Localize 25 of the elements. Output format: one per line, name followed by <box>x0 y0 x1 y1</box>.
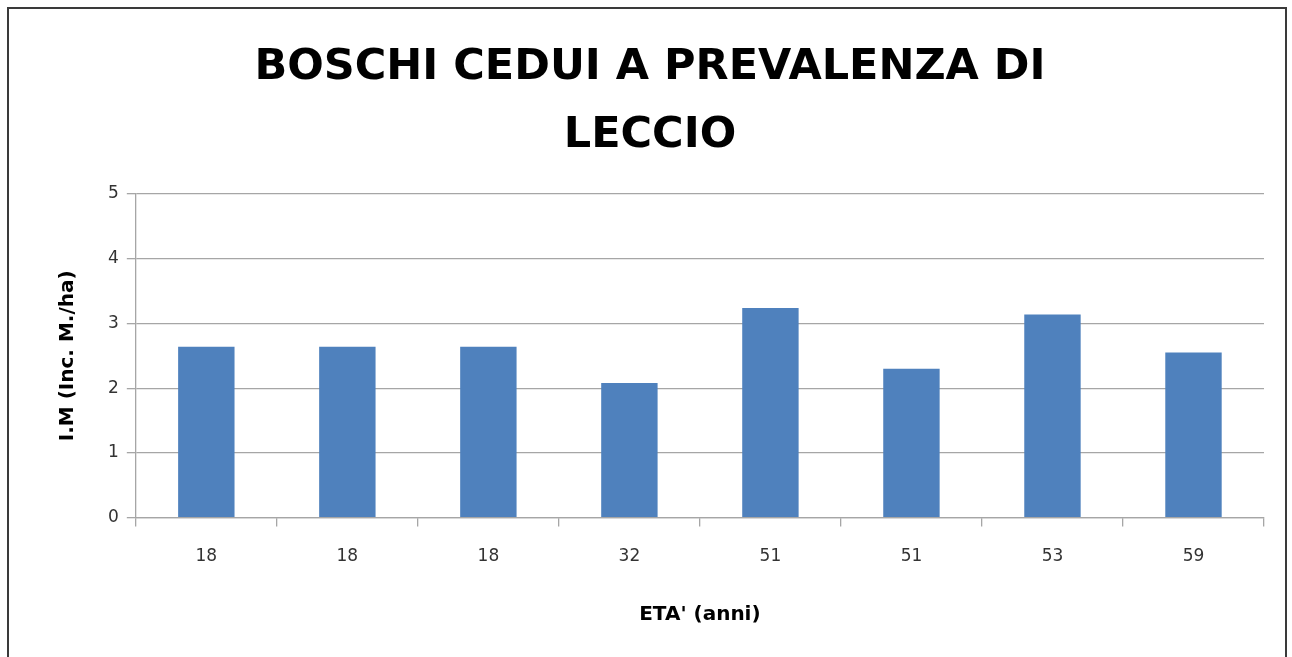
y-axis-title: I.M (Inc. M./ha) <box>54 270 79 442</box>
bar <box>460 346 517 517</box>
bar <box>319 346 376 517</box>
x-tick-label: 32 <box>618 545 641 566</box>
bar <box>742 307 799 517</box>
x-tick-label: 59 <box>1182 545 1205 566</box>
bar <box>1165 352 1222 517</box>
x-tick-label: 53 <box>1041 545 1064 566</box>
x-tick-label: 18 <box>195 545 218 566</box>
y-tick-label: 2 <box>107 376 119 397</box>
bar <box>601 382 658 517</box>
bar <box>1024 314 1081 517</box>
bar <box>178 346 235 517</box>
x-tick-label: 18 <box>336 545 359 566</box>
y-tick-label: 3 <box>107 311 119 332</box>
y-tick-label: 0 <box>107 506 119 527</box>
y-tick-label: 4 <box>107 247 119 268</box>
y-tick-label: 1 <box>107 441 119 462</box>
x-axis-title: ETA' (anni) <box>639 601 761 626</box>
y-tick-label: 5 <box>107 182 119 203</box>
chart-title: BOSCHI CEDUI A PREVALENZA DI LECCIO <box>253 38 1047 159</box>
x-tick-label: 51 <box>759 545 782 566</box>
x-tick-label: 51 <box>900 545 923 566</box>
x-tick-label: 18 <box>477 545 500 566</box>
bar <box>883 368 940 517</box>
